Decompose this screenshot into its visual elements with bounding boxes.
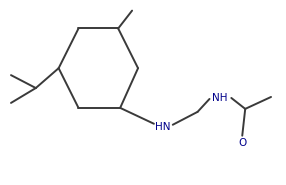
- Text: HN: HN: [155, 122, 171, 132]
- Text: O: O: [238, 138, 246, 148]
- Text: NH: NH: [212, 93, 227, 103]
